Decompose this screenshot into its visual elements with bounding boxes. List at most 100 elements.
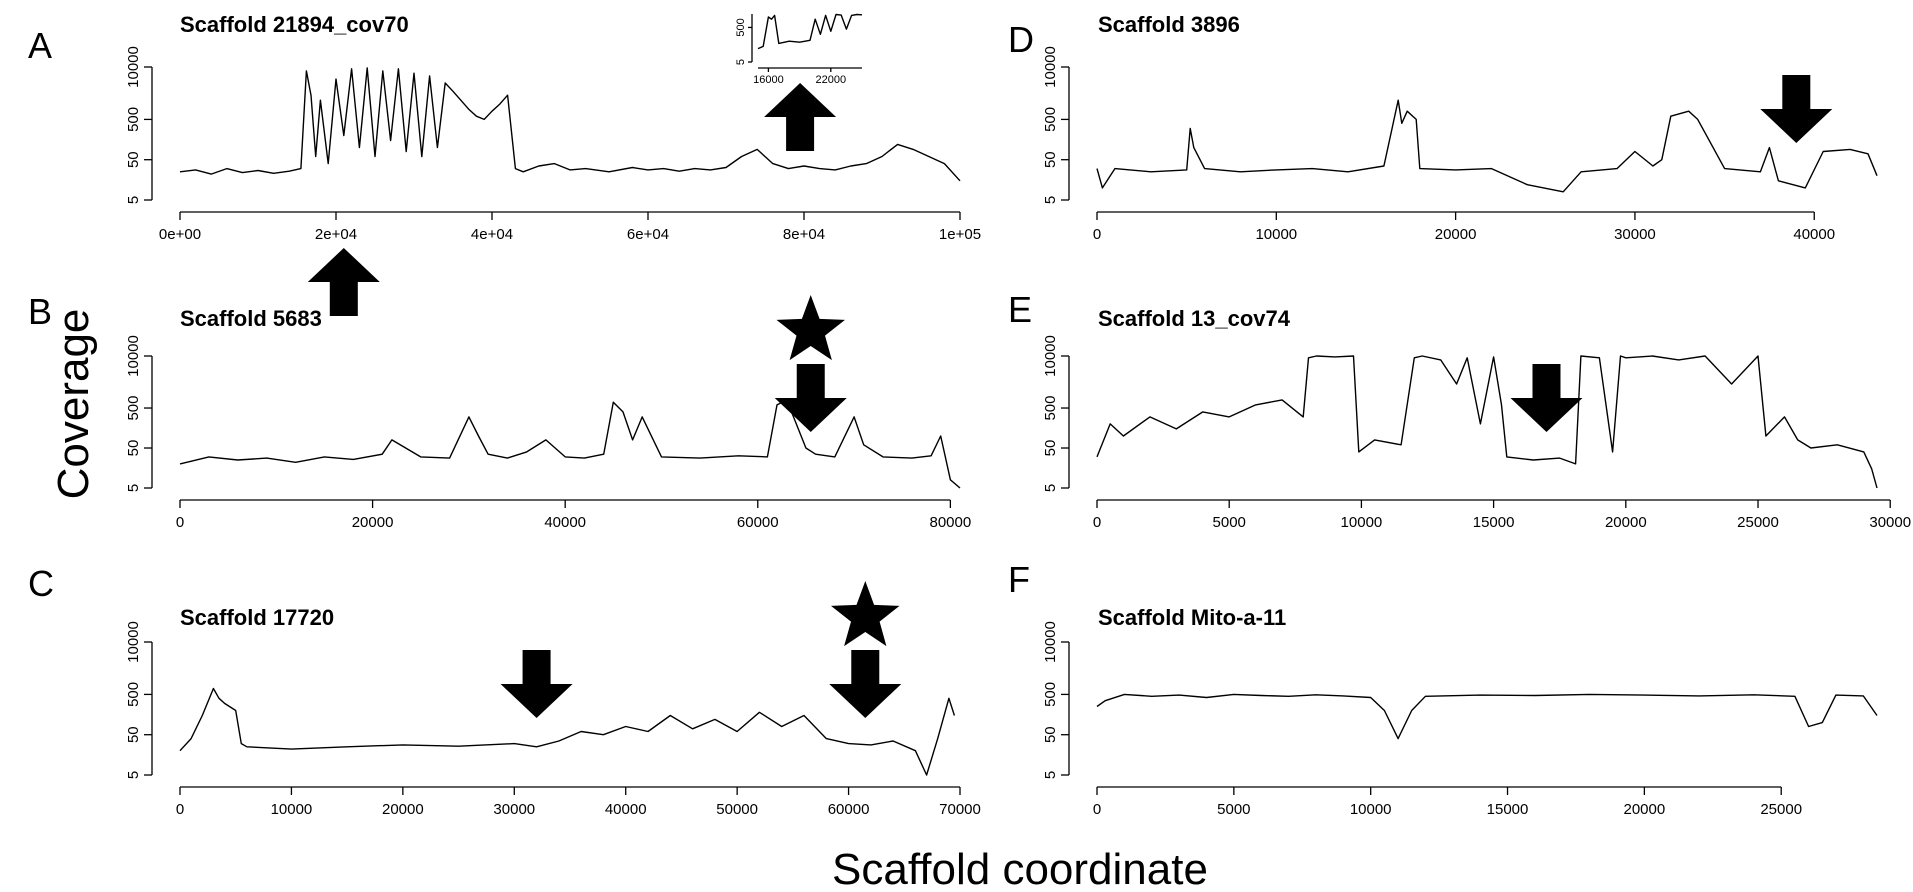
y-tick-label: 50 [1042,726,1059,743]
x-tick-label: 40000 [544,514,586,531]
x-tick-label: 2e+04 [315,226,357,243]
y-tick-label: 10000 [1042,335,1059,377]
y-tick-label: 500 [1042,682,1059,707]
y-tick-label: 10000 [1042,621,1059,663]
x-tick-label: 50000 [716,801,758,818]
x-tick-label: 0 [1093,801,1101,818]
panel-label: A [28,25,52,66]
x-tick-label: 25000 [1760,801,1802,818]
x-tick-label: 30000 [1869,514,1911,531]
y-tick-label: 5 [1042,484,1059,492]
panel-title: Scaffold 13_cov74 [1098,306,1291,331]
coverage-trace [1096,355,1878,489]
arrow-up-marker [764,83,837,151]
star-marker [831,581,900,647]
x-tick-label: 30000 [493,801,535,818]
x-tick-label: 0 [176,801,184,818]
x-tick-label: 5000 [1217,801,1250,818]
arrow-down-marker [829,650,902,718]
y-tick-label: 500 [125,682,142,707]
arrow-down-marker [500,650,573,718]
y-tick-label: 50 [1042,440,1059,457]
coverage-trace [1096,693,1878,740]
coverage-trace [179,67,961,182]
x-tick-label: 60000 [737,514,779,531]
x-tick-label: 80000 [930,514,972,531]
panel-label: C [28,563,54,604]
x-tick-label: 10000 [1350,801,1392,818]
coverage-trace [179,399,961,489]
x-tick-label: 30000 [1614,226,1656,243]
x-tick-label: 20000 [1435,226,1477,243]
inset-plot: 5 500 16000 22000 [735,13,863,86]
y-tick-label: 5 [125,484,142,492]
x-tick-label: 40000 [605,801,647,818]
x-axis-label: Scaffold coordinate [832,845,1208,892]
x-tick-label: 10000 [271,801,313,818]
panel-e: E Scaffold 13_cov74 5 50 500 10000 0 5000 10000 1… [1008,289,1911,531]
x-tick-label: 0e+00 [159,226,201,243]
panel-title: Scaffold Mito-a-11 [1098,605,1286,630]
arrow-down-marker [1760,75,1833,143]
y-tick-label: 500 [125,396,142,421]
panel-b: B Scaffold 5683 5 50 500 10000 0 20000 40000 6000… [28,291,971,531]
inset-x-tick-label: 22000 [816,74,847,86]
x-tick-label: 0 [1093,514,1101,531]
panel-label: F [1008,559,1030,600]
x-tick-label: 70000 [939,801,981,818]
arrow-up-marker [307,248,380,316]
x-tick-label: 0 [176,514,184,531]
arrow-down-marker [774,364,847,432]
panel-label: D [1008,19,1034,60]
y-tick-label: 5 [125,196,142,204]
x-tick-label: 10000 [1341,514,1383,531]
y-tick-label: 500 [125,107,142,132]
coverage-trace [179,687,956,776]
y-tick-label: 50 [125,151,142,168]
x-tick-label: 10000 [1255,226,1297,243]
panel-title: Scaffold 5683 [180,306,322,331]
x-tick-label: 40000 [1793,226,1835,243]
inset-y-tick-label: 500 [735,18,747,36]
y-tick-label: 50 [125,726,142,743]
x-tick-label: 15000 [1473,514,1515,531]
y-tick-label: 10000 [125,46,142,88]
x-tick-label: 5000 [1213,514,1246,531]
arrow-down-marker [1510,364,1583,432]
inset-trace [757,13,863,50]
y-tick-label: 10000 [125,621,142,663]
y-tick-label: 5 [125,771,142,779]
coverage-trace [1096,99,1878,193]
y-tick-label: 5 [1042,196,1059,204]
x-tick-label: 6e+04 [627,226,669,243]
panel-title: Scaffold 17720 [180,605,334,630]
panel-c: C Scaffold 17720 5 50 500 10000 0 10000 20000 300… [28,563,981,818]
star-marker [776,295,845,361]
panel-title: Scaffold 3896 [1098,12,1240,37]
x-tick-label: 15000 [1487,801,1529,818]
panel-label: B [28,291,52,332]
y-tick-label: 500 [1042,107,1059,132]
y-tick-label: 500 [1042,396,1059,421]
y-tick-label: 10000 [1042,46,1059,88]
x-tick-label: 8e+04 [783,226,825,243]
y-tick-label: 5 [1042,771,1059,779]
inset-y-tick-label: 5 [735,59,747,65]
x-tick-label: 60000 [828,801,870,818]
x-tick-label: 4e+04 [471,226,513,243]
x-tick-label: 0 [1093,226,1101,243]
x-tick-label: 20000 [382,801,424,818]
panel-label: E [1008,289,1032,330]
x-tick-label: 1e+05 [939,226,981,243]
panel-f: F Scaffold Mito-a-11 5 50 500 10000 0 5000 10000… [1008,559,1878,818]
y-axis-label: Coverage [49,309,98,500]
x-tick-label: 20000 [1605,514,1647,531]
panel-title: Scaffold 21894_cov70 [180,12,409,37]
y-tick-label: 50 [1042,151,1059,168]
x-tick-label: 20000 [1624,801,1666,818]
inset-x-tick-label: 16000 [753,74,784,86]
panel-d: D Scaffold 3896 5 50 500 10000 0 10000 20000 3000… [1008,12,1878,243]
y-tick-label: 10000 [125,335,142,377]
y-tick-label: 50 [125,440,142,457]
